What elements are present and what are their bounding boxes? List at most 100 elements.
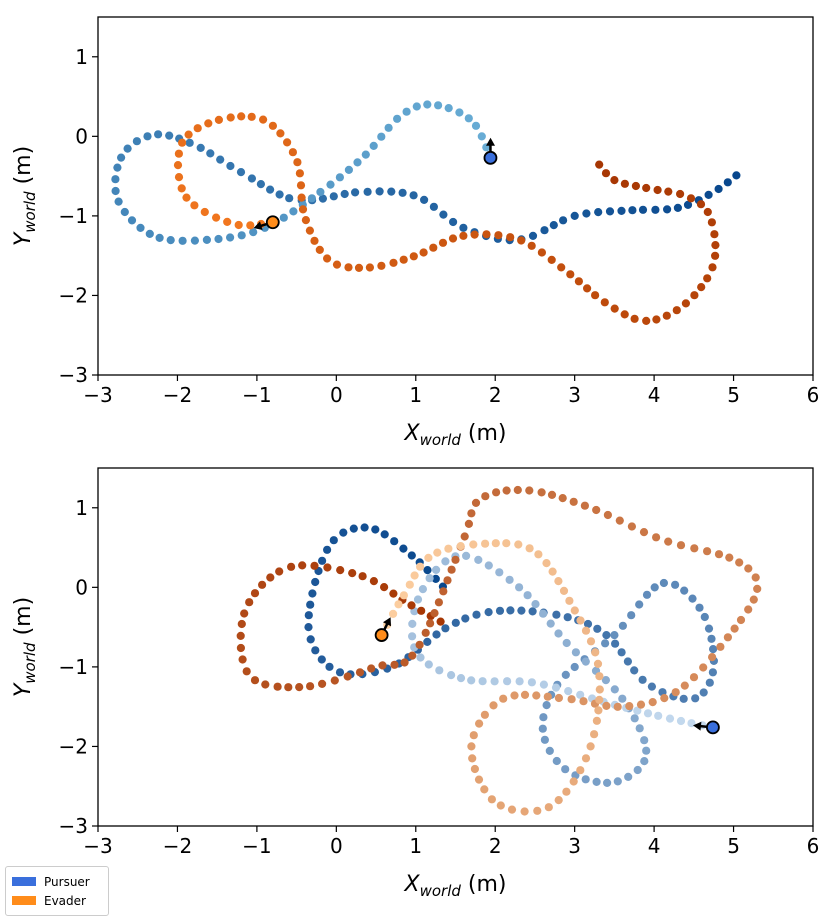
y-tick-label: −2	[59, 283, 88, 307]
pursuer-point	[434, 101, 443, 110]
evader-point	[354, 263, 364, 272]
evader-point	[332, 260, 342, 269]
evader-point	[330, 676, 339, 685]
evader-point	[543, 692, 552, 701]
evader-point	[295, 169, 304, 178]
evader-point	[355, 668, 365, 677]
pursuer-point	[583, 619, 593, 629]
evader-point	[595, 695, 604, 705]
evader-point	[676, 189, 685, 199]
evader-point	[491, 539, 500, 548]
pursuer-point	[407, 551, 416, 560]
x-tick-label: −2	[163, 834, 192, 858]
y-axis-label: Yworld (m)	[11, 597, 39, 697]
evader-point	[710, 230, 719, 239]
evader-point	[547, 255, 556, 264]
evader-point	[502, 486, 511, 495]
pursuer-point	[375, 187, 384, 196]
evader-point	[378, 661, 387, 670]
evader-point	[417, 606, 426, 615]
x-axis-label: Xworld (m)	[404, 421, 507, 449]
evader-point	[615, 516, 624, 525]
evader-point	[212, 213, 221, 222]
y-tick-label: −3	[59, 363, 88, 387]
evader-point	[343, 672, 352, 681]
pursuer-point	[154, 130, 163, 139]
evader-point	[200, 207, 209, 217]
evader-point	[600, 298, 609, 307]
evader-point	[389, 609, 398, 619]
evader-point	[429, 243, 438, 252]
evader-point	[238, 655, 247, 664]
evader-heading-arrowhead	[383, 617, 391, 627]
evader-point	[266, 573, 275, 582]
evader-point	[714, 550, 724, 559]
pursuer-point	[691, 694, 700, 703]
pursuer-point	[495, 606, 505, 615]
pursuer-point	[570, 662, 579, 672]
pursuer-point	[704, 624, 714, 633]
x-tick-label: −3	[83, 834, 112, 858]
pursuer-point	[707, 634, 716, 643]
pursuer-point	[638, 205, 648, 214]
evader-point	[716, 642, 725, 651]
pursuer-point	[435, 666, 444, 675]
evader-point	[652, 315, 661, 324]
pursuer-point	[601, 639, 610, 648]
pursuer-point	[317, 655, 326, 664]
evader-point	[496, 801, 505, 810]
top-evader-trajectory	[173, 112, 720, 325]
pursuer-point	[650, 583, 659, 592]
evader-point	[469, 731, 478, 740]
evader-point	[613, 702, 622, 711]
evader-point	[642, 316, 651, 325]
pursuer-point	[432, 630, 441, 639]
evader-point	[513, 485, 522, 495]
pursuer-point	[117, 153, 126, 162]
y-tick-label: 0	[75, 575, 88, 599]
x-tick-label: 6	[807, 834, 820, 858]
pursuer-point	[542, 701, 551, 710]
evader-point	[506, 233, 515, 242]
pursuer-point	[441, 557, 450, 566]
pursuer-point	[311, 577, 320, 587]
pursuer-point	[256, 180, 265, 189]
pursuer-point	[412, 102, 421, 111]
evader-point	[399, 591, 408, 600]
evader-point	[581, 754, 591, 763]
pursuer-point	[353, 158, 362, 167]
evader-point	[470, 764, 479, 774]
pursuer-point	[304, 611, 313, 620]
evader-point	[237, 112, 246, 121]
evader-point	[237, 619, 246, 629]
evader-point	[358, 572, 367, 581]
pursuer-point	[206, 149, 215, 158]
evader-point	[736, 615, 746, 625]
x-axis-label: Xworld (m)	[404, 872, 507, 900]
evader-point	[610, 304, 619, 313]
x-tick-label: 0	[330, 834, 343, 858]
evader-point	[284, 683, 293, 692]
evader-point	[627, 522, 637, 531]
evader-point	[310, 236, 319, 245]
pursuer-point	[610, 631, 619, 640]
pursuer-point	[351, 188, 360, 197]
evader-point	[708, 653, 717, 662]
top-axes-frame	[97, 16, 814, 376]
pursuer-point	[610, 685, 619, 694]
evader-point	[703, 274, 712, 283]
evader-point	[240, 609, 249, 618]
evader-point	[567, 695, 576, 704]
evader-point	[583, 284, 592, 293]
pursuer-point	[603, 778, 612, 788]
evader-point	[595, 685, 604, 694]
pursuer-point	[581, 657, 590, 666]
evader-point	[426, 619, 435, 628]
pursuer-point	[582, 209, 591, 218]
evader-point	[369, 577, 378, 586]
evader-point	[242, 667, 251, 676]
evader-point	[537, 488, 546, 497]
evader-point	[250, 589, 260, 598]
pursuer-point	[408, 632, 417, 641]
evader-point	[680, 681, 689, 690]
